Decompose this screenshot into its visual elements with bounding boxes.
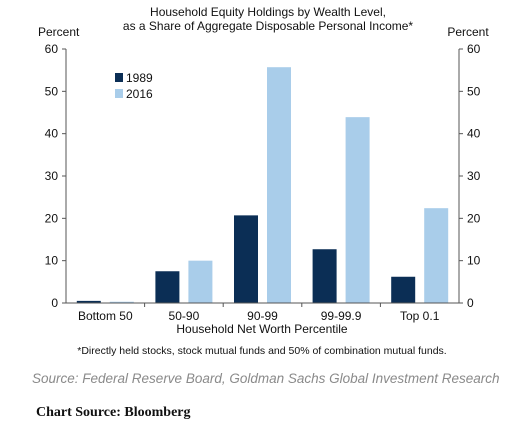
y-tick-label-left: 50 xyxy=(45,84,59,98)
x-axis-label: Household Net Worth Percentile xyxy=(176,322,348,336)
legend-swatch-2016 xyxy=(115,89,123,98)
y-axis-left: 0 10 20 30 40 50 60 xyxy=(45,42,67,310)
bar-2016-50-90 xyxy=(188,260,213,303)
bar-1989-90-99 xyxy=(234,215,258,303)
bar-1989-top-0-1 xyxy=(391,276,416,303)
bar-2016-99-99-9 xyxy=(345,117,370,303)
x-tick-label: 90-99 xyxy=(247,309,278,323)
chart-title-line-2: as a Share of Aggregate Disposable Perso… xyxy=(123,19,414,33)
legend-swatch-1989 xyxy=(115,73,123,82)
y-tick-label-left: 0 xyxy=(51,296,58,310)
y-tick-label-left: 30 xyxy=(45,169,59,183)
y-tick-label-right: 20 xyxy=(467,211,481,225)
bar-2016-top-0-1 xyxy=(424,208,449,303)
legend-label-2016: 2016 xyxy=(126,87,153,101)
chart-source: Chart Source: Bloomberg xyxy=(36,405,191,420)
y-tick-label-left: 20 xyxy=(45,211,59,225)
bar-1989-bottom-50 xyxy=(76,300,101,303)
source-line: Source: Federal Reserve Board, Goldman S… xyxy=(32,371,500,386)
x-tick-label: 50-90 xyxy=(169,309,200,323)
y-tick-label-right: 10 xyxy=(467,254,481,268)
bar-1989-99-99-9 xyxy=(312,249,337,303)
x-tick-label: Bottom 50 xyxy=(78,309,133,323)
x-tick-label: 99-99.9 xyxy=(321,309,362,323)
legend: 1989 2016 xyxy=(115,71,153,101)
y-tick-label-right: 40 xyxy=(467,127,481,141)
y-tick-label-left: 60 xyxy=(45,42,59,56)
bars xyxy=(76,67,449,303)
x-axis: Bottom 50 50-90 90-99 99-99.9 Top 0.1 xyxy=(78,303,440,323)
y-tick-label-right: 50 xyxy=(467,84,481,98)
bar-1989-50-90 xyxy=(155,271,180,303)
y-tick-label-left: 40 xyxy=(45,127,59,141)
legend-label-1989: 1989 xyxy=(126,71,153,85)
chart-footnote: *Directly held stocks, stock mutual fund… xyxy=(77,345,446,357)
y-tick-label-left: 10 xyxy=(45,254,59,268)
y-tick-label-right: 0 xyxy=(467,296,474,310)
chart-title-line-1: Household Equity Holdings by Wealth Leve… xyxy=(150,5,386,19)
y-tick-label-right: 30 xyxy=(467,169,481,183)
x-tick-label: Top 0.1 xyxy=(400,309,440,323)
bar-chart: Household Equity Holdings by Wealth Leve… xyxy=(38,5,489,357)
bar-2016-bottom-50 xyxy=(109,301,134,303)
bar-2016-90-99 xyxy=(267,67,291,303)
y-axis-right: 0 10 20 30 40 50 60 xyxy=(458,42,481,310)
y-axis-left-label: Percent xyxy=(38,25,80,39)
y-tick-label-right: 60 xyxy=(467,42,481,56)
y-axis-right-label: Percent xyxy=(447,25,489,39)
